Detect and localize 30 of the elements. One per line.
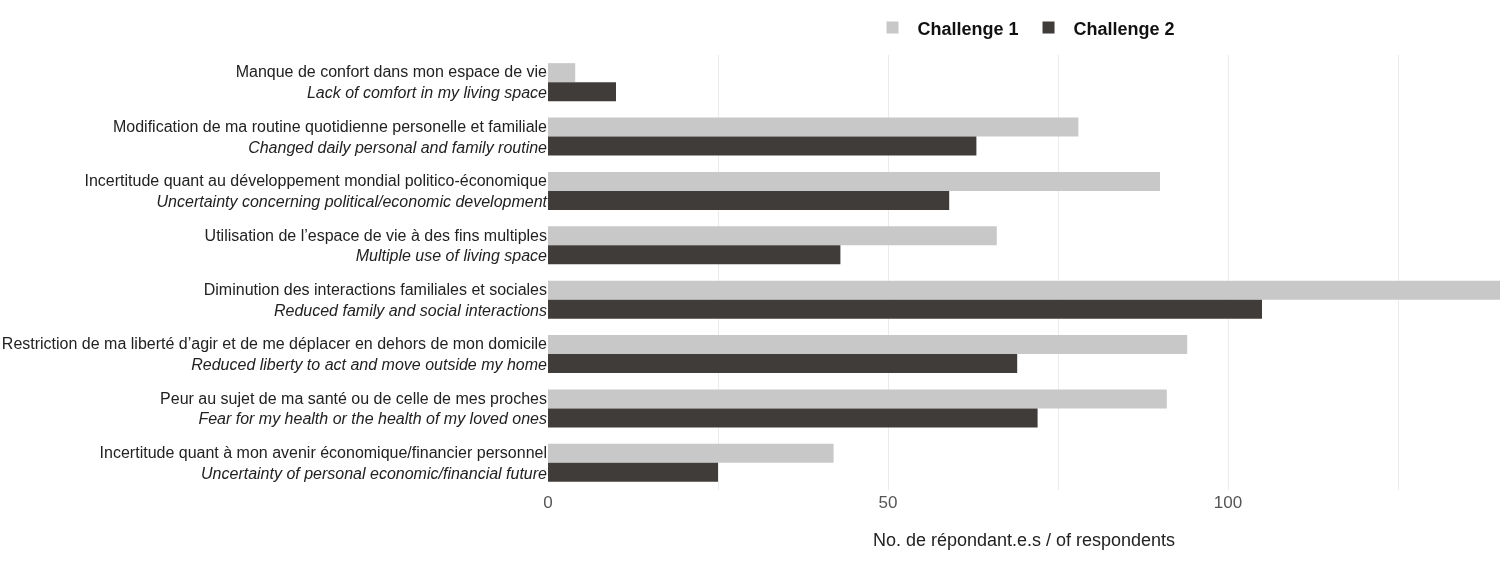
bar (548, 335, 1188, 355)
bar (548, 136, 977, 156)
legend-label: Challenge 2 (1073, 18, 1175, 39)
bar (548, 408, 1038, 428)
y-tick-label: Incertitude quant au développement mondial politico-économique Uncertainty concerning political/economic development (84, 172, 548, 210)
bar (548, 299, 1262, 319)
bar (548, 245, 841, 265)
x-tick-label: 50 (878, 493, 898, 512)
y-tick-label: Restriction de ma liberté d’agir et de me déplacer en dehors de mon domicile Reduced liberty to act and move outside my home (1, 335, 548, 374)
x-tick-label: 0 (543, 493, 553, 512)
y-tick-label: Peur au sujet de ma santé ou de celle de mes proches Fear for my health or the health of my loved ones (160, 389, 547, 428)
bar (548, 443, 834, 463)
y-tick-label: Incertitude quant à mon avenir économique/financier personnel Uncertainty of personal economic/financial future (99, 444, 548, 482)
bar (548, 280, 1500, 300)
y-tick-label: Modification de ma routine quotidienne personelle et familiale Changed daily personal and family routine (112, 117, 548, 156)
y-tick-label: Manque de confort dans mon espace de vie Lack of comfort in my living space (235, 63, 548, 102)
y-tick-label: Diminution des interactions familiales et sociales Reduced family and social interactions (203, 280, 547, 319)
legend-label: Challenge 1 (917, 18, 1019, 39)
x-axis-title: No. de répondant.e.s / of respondents (872, 530, 1176, 551)
bar (548, 171, 1160, 191)
bar (548, 117, 1079, 137)
y-tick-label: Utilisation de l’espace de vie à des fins multiples Multiple use of living space (204, 226, 548, 265)
bar (548, 190, 950, 210)
x-tick-label: 100 (1213, 493, 1243, 512)
bar (548, 354, 1018, 374)
bar (548, 389, 1167, 409)
bar (548, 82, 616, 102)
bar (548, 63, 576, 83)
bar (548, 226, 997, 246)
bar (548, 462, 718, 482)
